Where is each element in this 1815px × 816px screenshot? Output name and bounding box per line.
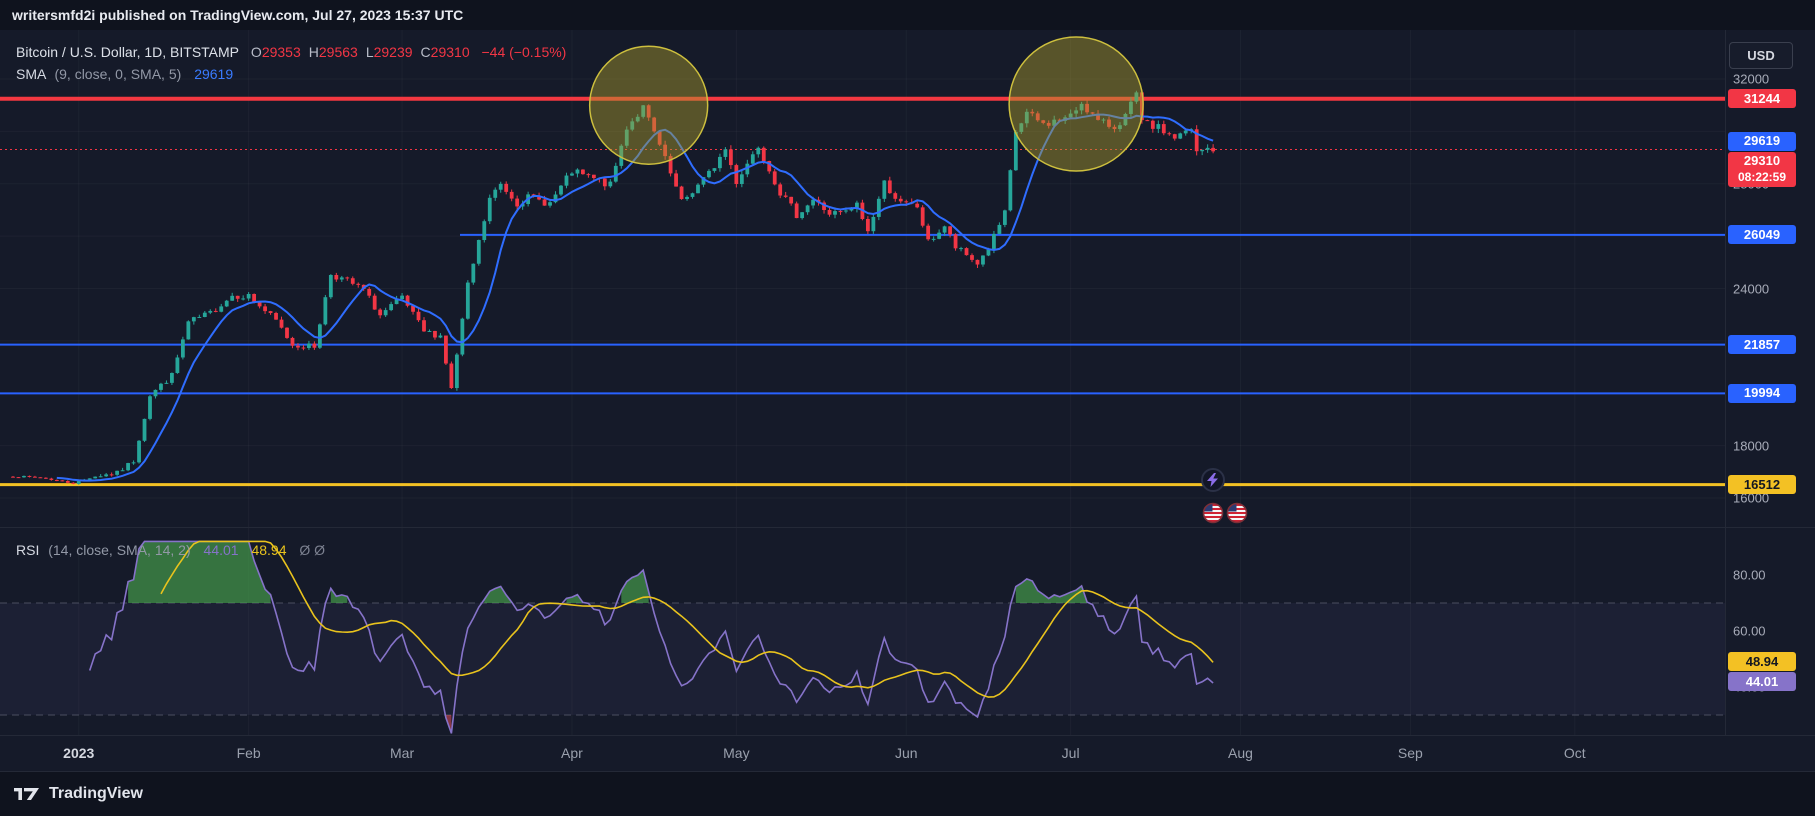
change-value: −44 (−0.15%): [481, 44, 567, 60]
rsi-ma-line: [160, 540, 1214, 698]
symbol-legend[interactable]: Bitcoin / U.S. Dollar, 1D, BITSTAMP O293…: [16, 42, 566, 62]
price-tick-24000: 24000: [1733, 281, 1770, 296]
ohlc-value-H: 29563: [318, 44, 358, 60]
time-label-Jun: Jun: [894, 745, 918, 761]
axis-separator: [1725, 30, 1726, 735]
rsi-zone-fill: [621, 570, 649, 603]
time-label-2023: 2023: [63, 745, 95, 761]
time-label-Apr: Apr: [561, 745, 583, 761]
price-tick-32000: 32000: [1733, 71, 1770, 87]
price-axis[interactable]: 320002800024000180001600080.0060.0040.00…: [1725, 30, 1815, 735]
publish-text: writersmfd2i published on TradingView.co…: [12, 7, 464, 23]
ohlc-value-L: 29239: [373, 44, 413, 60]
lightning-bolt-glyph: [1207, 473, 1218, 487]
sma-indicator-params: (9, close, 0, SMA, 5): [54, 66, 182, 82]
rsi-indicator-params: (14, close, SMA, 14, 2): [48, 542, 191, 558]
horizontal-levels[interactable]: [0, 96, 1725, 487]
sma-line: [56, 113, 1214, 482]
rsi-badge-44.01: 44.01: [1728, 672, 1796, 692]
price-badge-16512: 16512: [1728, 475, 1796, 495]
sma-indicator-value: 29619: [194, 66, 234, 82]
price-tick-16000: 16000: [1733, 490, 1770, 506]
rsi-band-values: Ø Ø: [299, 542, 326, 558]
price-badge-31244: 31244: [1728, 89, 1796, 109]
rsi-ma-value: 48.94: [251, 542, 287, 558]
rsi-legend[interactable]: RSI (14, close, SMA, 14, 2) 44.01 48.94 …: [16, 540, 325, 560]
countdown-timer: 08:22:59: [1737, 170, 1787, 185]
ohlc-value-C: 29310: [430, 44, 470, 60]
candles: [11, 89, 1216, 485]
footer-bar: TradingView: [0, 771, 1815, 816]
economic-event-flags[interactable]: [1202, 502, 1250, 529]
symbol-title[interactable]: Bitcoin / U.S. Dollar, 1D, BITSTAMP: [16, 44, 240, 60]
rsi-value: 44.01: [203, 542, 239, 558]
price-badge-19994: 19994: [1728, 383, 1796, 403]
ohlc-value-O: 29353: [261, 44, 301, 60]
price-badge-29619: 29619: [1728, 131, 1796, 151]
price-tick-18000: 18000: [1733, 438, 1770, 454]
tradingview-logo-icon[interactable]: [14, 785, 40, 803]
rsi-tick-60.00: 60.00: [1733, 623, 1766, 639]
price-badge-29310: 29310 08:22:59: [1728, 151, 1796, 187]
tradingview-brand[interactable]: TradingView: [49, 785, 143, 802]
time-label-May: May: [723, 745, 750, 761]
time-axis[interactable]: 2023 Feb Mar Apr May Jun Jul Aug Sep Oct: [0, 735, 1815, 772]
lightning-icon[interactable]: [1201, 468, 1225, 492]
time-label-Mar: Mar: [390, 745, 415, 761]
ohlc-label-C: C: [420, 44, 431, 60]
ohlc-values: O29353 H29563 L29239 C29310: [243, 44, 470, 60]
rsi-badge-48.94: 48.94: [1728, 652, 1796, 672]
sma-legend[interactable]: SMA (9, close, 0, SMA, 5) 29619: [16, 64, 233, 84]
rsi-indicator-name[interactable]: RSI: [16, 542, 40, 558]
time-label-Aug: Aug: [1228, 745, 1253, 761]
time-label-Jul: Jul: [1061, 745, 1080, 761]
circle-annotations[interactable]: [588, 36, 1144, 172]
price-badge-26049: 26049: [1728, 225, 1796, 245]
currency-toggle-button[interactable]: USD: [1729, 42, 1793, 69]
time-label-Sep: Sep: [1397, 745, 1423, 761]
currency-label: USD: [1747, 48, 1775, 63]
rsi-band: [0, 603, 1725, 715]
pane-separator[interactable]: [0, 527, 1815, 528]
chart-pane[interactable]: [0, 30, 1815, 771]
us-flag-icon: [1202, 502, 1248, 524]
rsi-line: [88, 540, 1214, 734]
rsi-tick-80.00: 80.00: [1733, 567, 1766, 583]
price-chart-canvas[interactable]: [0, 30, 1725, 735]
ohlc-label-H: H: [308, 44, 319, 60]
price-badge-21857: 21857: [1728, 335, 1796, 355]
ohlc-label-L: L: [365, 44, 374, 60]
rsi-zone-fill: [484, 586, 512, 603]
rsi-zone-fill: [1015, 578, 1088, 603]
ohlc-label-O: O: [250, 44, 262, 60]
sma-indicator-name[interactable]: SMA: [16, 66, 46, 82]
time-label-Feb: Feb: [236, 745, 261, 761]
time-label-Oct: Oct: [1563, 745, 1586, 761]
publish-bar: writersmfd2i published on TradingView.co…: [0, 0, 1815, 30]
